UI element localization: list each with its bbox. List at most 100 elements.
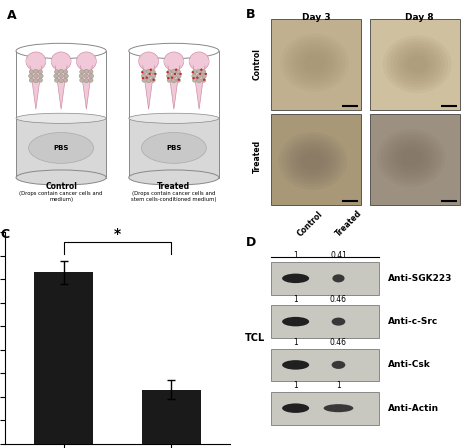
Ellipse shape: [397, 146, 425, 170]
Ellipse shape: [292, 144, 333, 178]
Text: (Drops contain cancer cells and
stem cells-conditioned medium): (Drops contain cancer cells and stem cel…: [131, 191, 217, 202]
Ellipse shape: [16, 113, 106, 123]
Ellipse shape: [393, 44, 441, 84]
Ellipse shape: [38, 78, 43, 82]
Ellipse shape: [287, 39, 342, 86]
Ellipse shape: [281, 34, 349, 91]
Text: 0.46: 0.46: [330, 295, 347, 304]
Ellipse shape: [196, 77, 198, 79]
Ellipse shape: [84, 69, 89, 73]
Text: D: D: [246, 236, 256, 249]
Bar: [271, 114, 361, 205]
Ellipse shape: [34, 69, 38, 73]
Ellipse shape: [189, 52, 209, 70]
Ellipse shape: [129, 113, 219, 123]
Bar: [142, 390, 201, 444]
Polygon shape: [55, 61, 68, 109]
Ellipse shape: [76, 56, 96, 66]
Bar: [34, 272, 93, 444]
Bar: [370, 19, 460, 110]
Text: *: *: [114, 227, 121, 241]
Ellipse shape: [164, 52, 184, 70]
Text: 1: 1: [293, 295, 298, 304]
Ellipse shape: [192, 70, 197, 74]
Ellipse shape: [55, 78, 59, 82]
Text: Anti-Actin: Anti-Actin: [388, 404, 439, 413]
Ellipse shape: [146, 74, 151, 78]
Ellipse shape: [167, 77, 169, 79]
Ellipse shape: [141, 74, 146, 78]
Ellipse shape: [377, 129, 446, 187]
Ellipse shape: [28, 74, 33, 78]
Ellipse shape: [172, 74, 176, 78]
Ellipse shape: [296, 146, 330, 176]
Ellipse shape: [59, 74, 64, 78]
Text: Anti-c-Src: Anti-c-Src: [388, 317, 438, 326]
Text: (Drops contain cancer cells and
medium): (Drops contain cancer cells and medium): [19, 191, 103, 202]
Ellipse shape: [79, 74, 83, 78]
Ellipse shape: [34, 74, 38, 78]
Polygon shape: [167, 61, 180, 109]
Ellipse shape: [197, 69, 201, 73]
Ellipse shape: [177, 74, 181, 78]
Ellipse shape: [129, 170, 219, 185]
Bar: [271, 392, 379, 425]
Polygon shape: [129, 118, 219, 177]
Text: 1: 1: [293, 338, 298, 347]
Ellipse shape: [164, 56, 184, 66]
Ellipse shape: [202, 74, 207, 78]
Ellipse shape: [146, 77, 148, 79]
Ellipse shape: [142, 77, 144, 79]
Text: 0.46: 0.46: [330, 338, 347, 347]
Ellipse shape: [298, 48, 332, 77]
Ellipse shape: [205, 73, 207, 75]
Ellipse shape: [386, 38, 448, 90]
Ellipse shape: [284, 37, 346, 89]
Bar: [271, 262, 379, 295]
Text: Treated: Treated: [253, 140, 262, 173]
Ellipse shape: [332, 274, 345, 282]
Ellipse shape: [51, 52, 71, 70]
Ellipse shape: [394, 144, 428, 172]
Text: Treated: Treated: [157, 181, 191, 190]
Ellipse shape: [332, 361, 346, 369]
Ellipse shape: [64, 70, 68, 74]
Ellipse shape: [166, 74, 171, 78]
Ellipse shape: [172, 79, 176, 83]
Ellipse shape: [203, 79, 205, 81]
Text: Control: Control: [45, 181, 77, 190]
Ellipse shape: [380, 132, 442, 184]
Ellipse shape: [76, 52, 96, 70]
Ellipse shape: [301, 51, 328, 74]
Ellipse shape: [199, 73, 201, 75]
Text: Day 3: Day 3: [301, 13, 330, 22]
Polygon shape: [142, 61, 155, 109]
Ellipse shape: [146, 79, 151, 83]
Text: 1: 1: [293, 381, 298, 390]
Ellipse shape: [142, 70, 146, 74]
Polygon shape: [192, 61, 206, 109]
Ellipse shape: [26, 52, 46, 70]
Text: PBS: PBS: [166, 145, 182, 151]
Ellipse shape: [174, 73, 176, 75]
Ellipse shape: [192, 71, 194, 73]
Ellipse shape: [176, 70, 181, 74]
Ellipse shape: [390, 41, 445, 87]
Ellipse shape: [89, 78, 93, 82]
Ellipse shape: [332, 318, 346, 326]
Ellipse shape: [80, 78, 84, 82]
Ellipse shape: [141, 71, 143, 73]
Text: TCL: TCL: [245, 333, 265, 343]
Ellipse shape: [141, 133, 206, 164]
Ellipse shape: [153, 79, 155, 81]
Bar: [271, 349, 379, 381]
Text: B: B: [246, 8, 255, 21]
Ellipse shape: [64, 78, 68, 82]
Ellipse shape: [383, 35, 452, 93]
Ellipse shape: [401, 150, 421, 167]
Ellipse shape: [397, 47, 438, 82]
Ellipse shape: [29, 78, 34, 82]
Ellipse shape: [178, 79, 180, 81]
Ellipse shape: [89, 74, 94, 78]
Ellipse shape: [304, 54, 325, 71]
